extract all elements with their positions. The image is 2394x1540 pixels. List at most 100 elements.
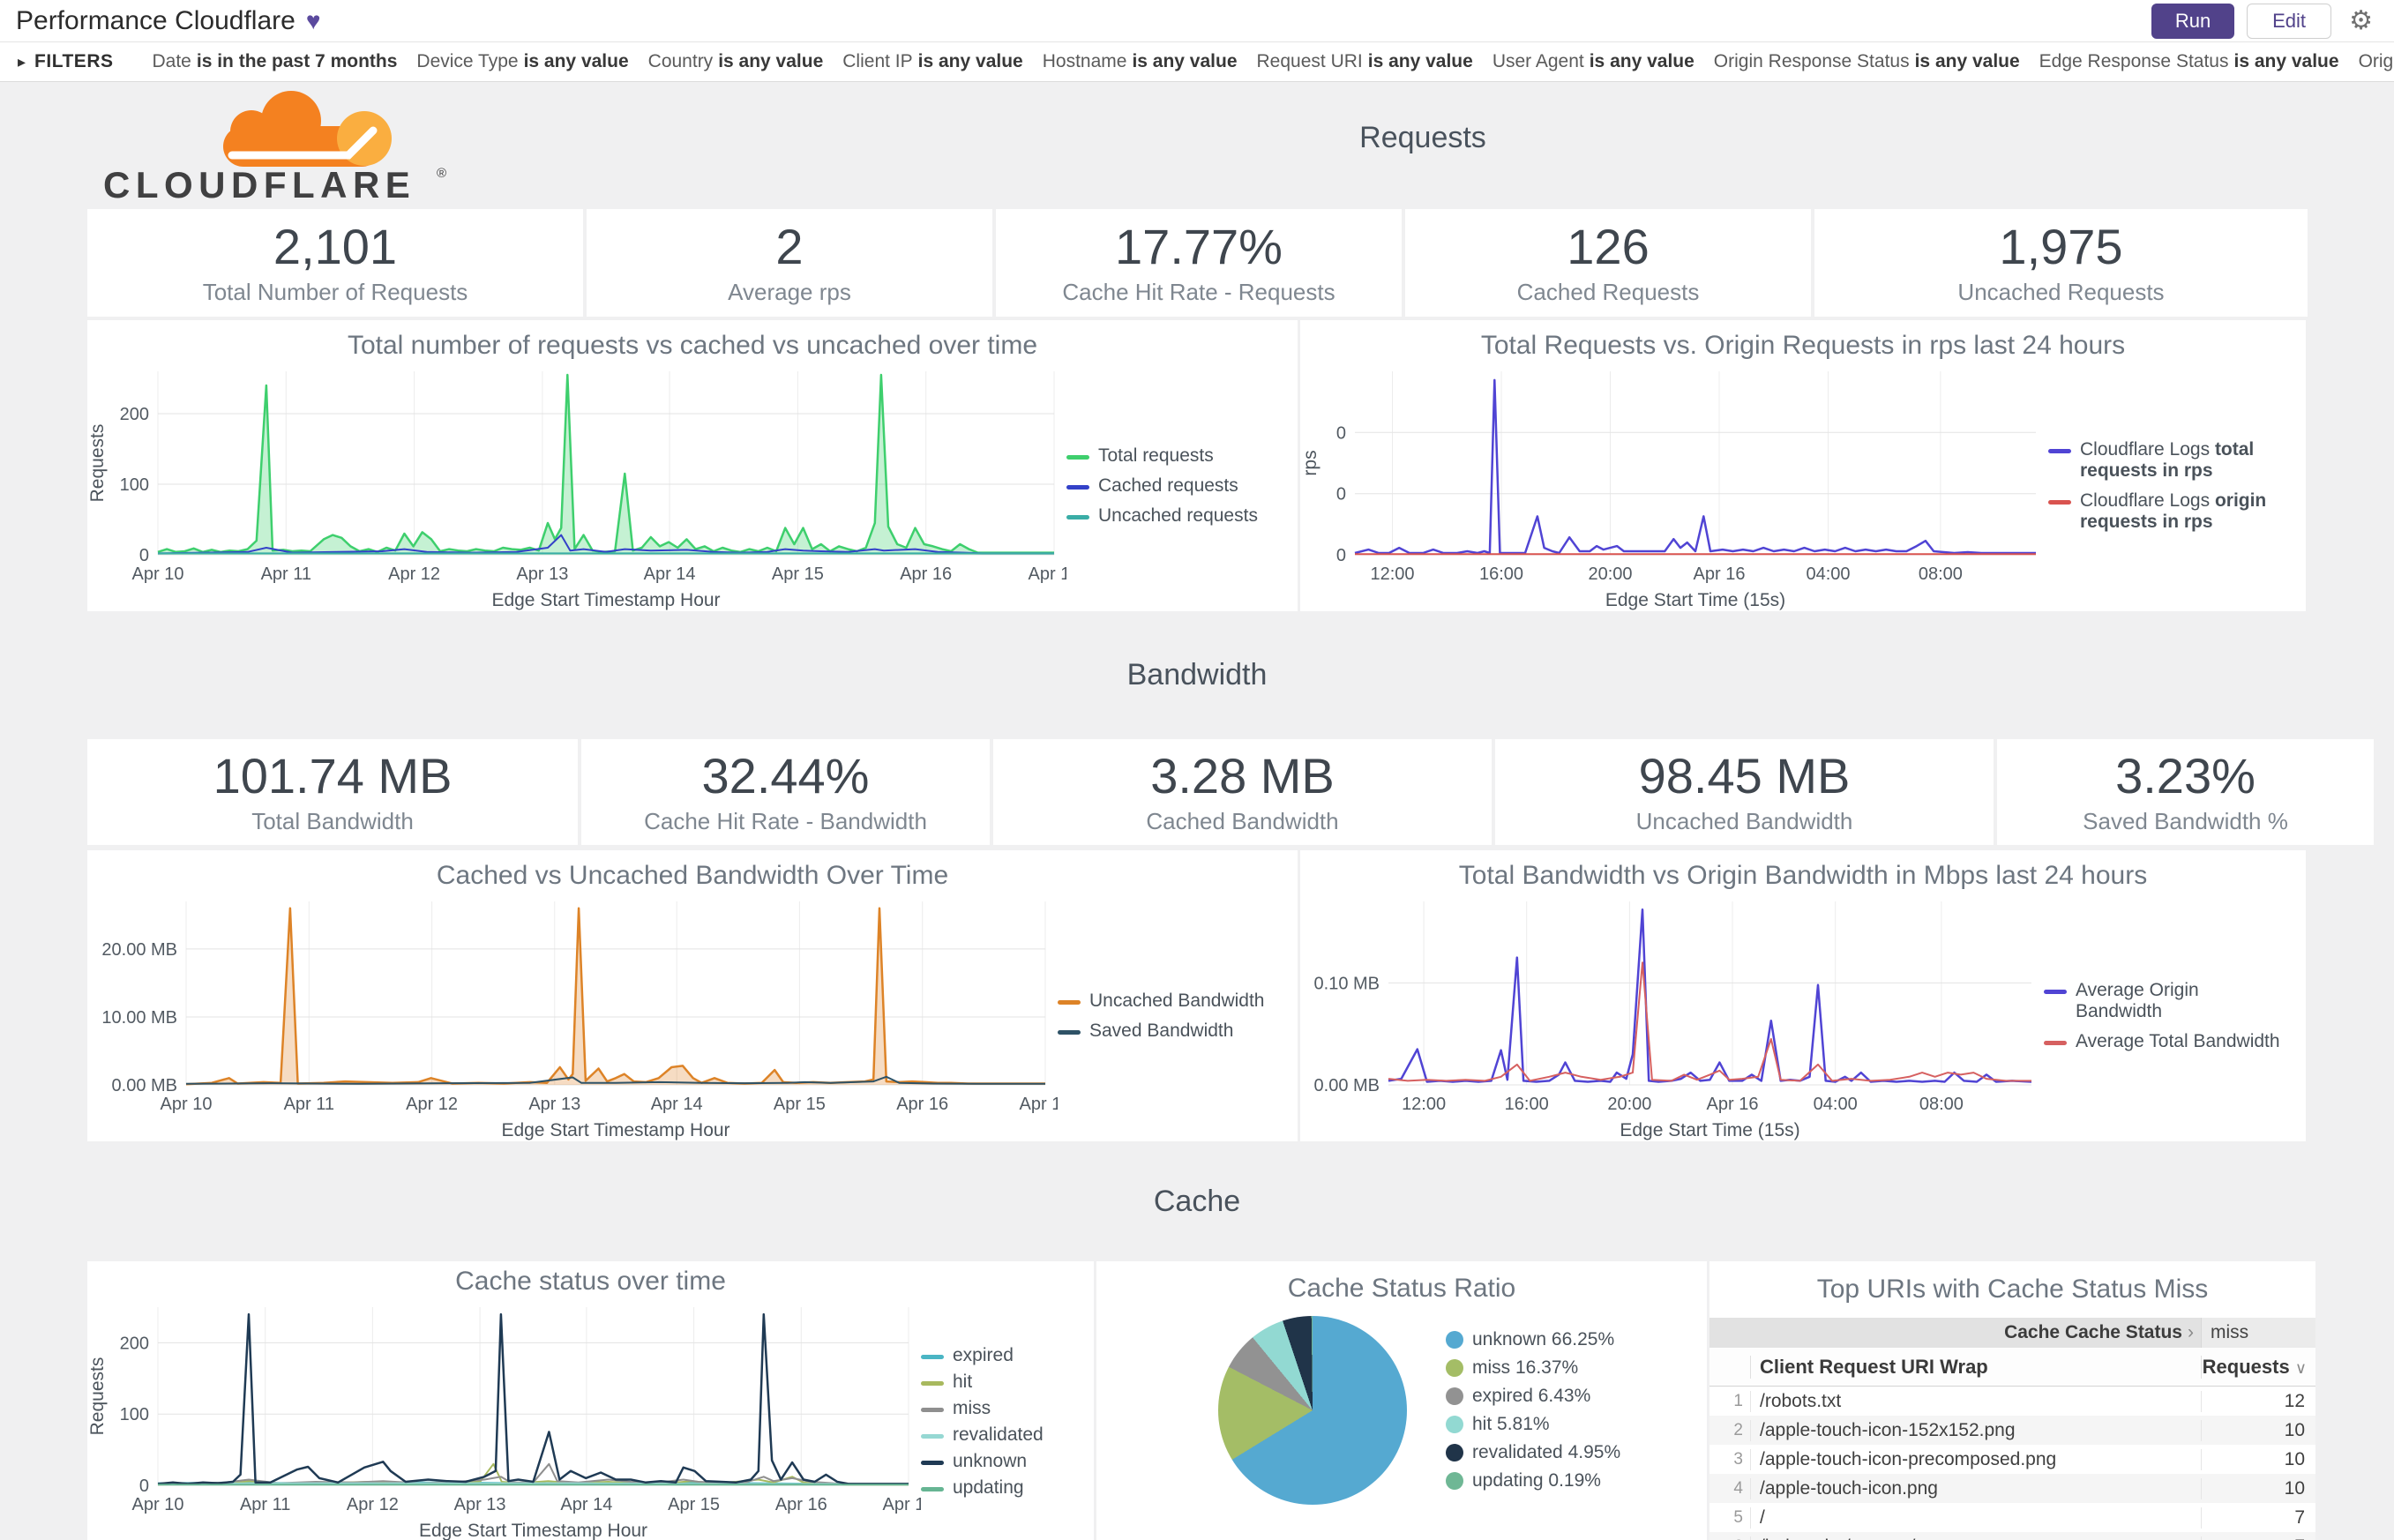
table-row[interactable]: 3/apple-touch-icon-precomposed.png 10 [1709,1445,2315,1474]
pie-legend-item[interactable]: expired 6.43% [1446,1386,1620,1407]
legend-item[interactable]: Cached requests [1066,475,1282,497]
filters-label[interactable]: FILTERS [34,51,114,71]
table-row[interactable]: 1/robots.txt 12 [1709,1387,2315,1416]
svg-text:Apr 16: Apr 16 [1694,564,1746,584]
kpi-tile: 17.77% Cache Hit Rate - Requests [996,209,1402,317]
svg-text:0: 0 [1336,485,1346,505]
chart-legend: Uncached Bandwidth Saved Bandwidth [1058,891,1287,1141]
legend-item[interactable]: unknown [921,1451,1083,1472]
svg-text:Apr 10: Apr 10 [132,1495,184,1514]
kpi-tile: 2,101 Total Number of Requests [87,209,583,317]
legend-swatch [1066,485,1089,490]
svg-text:0: 0 [1336,423,1346,443]
run-button[interactable]: Run [2151,3,2235,39]
table-title: Top URIs with Cache Status Miss [1816,1275,2209,1304]
legend-item[interactable]: miss [921,1398,1083,1419]
legend-swatch [2044,1041,2067,1045]
legend-item[interactable]: Cloudflare Logs origin requests in rps [2048,490,2290,533]
pie-legend-item[interactable]: revalidated 4.95% [1446,1442,1620,1463]
legend-item[interactable]: Uncached requests [1066,505,1282,527]
legend-label: Average Origin Bandwidth [2076,980,2199,1021]
svg-text:Apr 13: Apr 13 [528,1095,580,1114]
svg-text:Apr 17: Apr 17 [883,1495,921,1514]
legend-item[interactable]: Saved Bandwidth [1058,1020,1282,1042]
kpi-value: 101.74 MB [213,747,453,804]
table-row[interactable]: 6/index.php/contact/7 [1709,1532,2315,1540]
svg-text:Edge Start Time (15s): Edge Start Time (15s) [1605,590,1785,610]
edit-button[interactable]: Edit [2247,3,2332,39]
legend-swatch [921,1434,944,1439]
legend-label: Cached requests [1098,475,1238,496]
section-header-cache: Cache [1153,1184,1241,1218]
filter-item-date[interactable]: Date is in the past 7 months [152,51,398,71]
legend-item[interactable]: Average Total Bandwidth [2044,1031,2290,1052]
table-body: 1/robots.txt 12 2/apple-touch-icon-152x152… [1709,1387,2315,1540]
svg-text:0.10 MB: 0.10 MB [1314,974,1380,993]
chart-title: Total number of requests vs cached vs un… [347,331,1038,360]
chart-legend: Total requests Cached requests Uncached re… [1066,361,1287,611]
pivot-label[interactable]: Cache Cache Status › [2004,1322,2194,1342]
table-header-row: Client Request URI Wrap Requests ∨ [1709,1348,2315,1387]
filter-item-hostname[interactable]: Hostname is any value [1042,51,1238,71]
legend-label: Average Total Bandwidth [2076,1031,2280,1051]
kpi-tile: 98.45 MB Uncached Bandwidth [1495,739,1994,845]
legend-item[interactable]: expired [921,1345,1083,1366]
filter-item-request-uri[interactable]: Request URI is any value [1256,51,1473,71]
cache-status-pie[interactable] [1218,1316,1407,1505]
filter-item-device-type[interactable]: Device Type is any value [416,51,629,71]
table-row[interactable]: 4/apple-touch-icon.png 10 [1709,1474,2315,1503]
pie-legend-item[interactable]: hit 5.81% [1446,1414,1620,1435]
sort-desc-icon: ∨ [2294,1358,2307,1377]
kpi-label: Saved Bandwidth % [2083,808,2288,835]
svg-text:Requests: Requests [87,1357,108,1436]
legend-item[interactable]: Cloudflare Logs total requests in rps [2048,439,2290,482]
filter-item-edge-response-status[interactable]: Edge Response Status is any value [2039,51,2339,71]
pie-legend-item[interactable]: updating 0.19% [1446,1470,1620,1491]
top-bar: Performance Cloudflare ♥ Run Edit ⚙ [0,0,2394,42]
pie-legend-item[interactable]: miss 16.37% [1446,1357,1620,1379]
gear-icon[interactable]: ⚙ [2349,6,2373,35]
table-row[interactable]: 5 /7 [1709,1503,2315,1532]
row-uri: / [1750,1506,2201,1529]
legend-item[interactable]: Total requests [1066,445,1282,467]
rps-24h-chart: 12:00 16:00 20:00 Apr 16 04:00 08:00 0 0 0 Edge S… [1300,371,2036,610]
legend-item[interactable]: updating [921,1477,1083,1499]
uri-column-header[interactable]: Client Request URI Wrap [1750,1355,2201,1379]
filter-item-user-agent[interactable]: User Agent is any value [1492,51,1695,71]
svg-text:10.00 MB: 10.00 MB [101,1008,177,1028]
pie-legend-label: hit 5.81% [1472,1414,1550,1434]
filter-item-origin-response-status[interactable]: Origin Response Status is any value [1713,51,2020,71]
svg-text:08:00: 08:00 [1919,564,1963,584]
kpi-label: Total Number of Requests [202,279,468,306]
kpi-label: Average rps [728,279,851,306]
requests-column-header[interactable]: Requests ∨ [2201,1355,2315,1379]
chart-title: Cached vs Uncached Bandwidth Over Time [436,861,949,890]
table-row[interactable]: 2/apple-touch-icon-152x152.png 10 [1709,1416,2315,1445]
legend-item[interactable]: hit [921,1372,1083,1393]
svg-text:Apr 11: Apr 11 [240,1495,290,1514]
legend-item[interactable]: revalidated [921,1424,1083,1446]
chart-title: Total Requests vs. Origin Requests in rp… [1480,331,2126,360]
legend-item[interactable]: Uncached Bandwidth [1058,991,1282,1012]
filter-item-client-ip[interactable]: Client IP is any value [842,51,1023,71]
row-index: 5 [1733,1507,1743,1527]
kpi-tile: 3.23% Saved Bandwidth % [1997,739,2374,845]
svg-text:Apr 12: Apr 12 [388,564,440,584]
pie-legend: unknown 66.25% miss 16.37% expired 6.43% hi… [1446,1329,1620,1491]
legend-label: unknown [953,1451,1028,1471]
pie-legend-label: updating 0.19% [1472,1470,1601,1491]
pie-legend-label: miss 16.37% [1472,1357,1579,1378]
legend-item[interactable]: Average Origin Bandwidth [2044,980,2290,1022]
kpi-label: Uncached Bandwidth [1635,808,1853,835]
pie-legend-item[interactable]: unknown 66.25% [1446,1329,1620,1350]
svg-text:Edge Start Time (15s): Edge Start Time (15s) [1620,1120,1799,1140]
row-requests: 10 [2201,1477,2315,1499]
svg-text:12:00: 12:00 [1370,564,1414,584]
svg-text:Edge Start Timestamp Hour: Edge Start Timestamp Hour [501,1120,729,1140]
filter-item-country[interactable]: Country is any value [647,51,824,71]
row-index: 4 [1733,1478,1743,1498]
legend-swatch [1058,1000,1081,1005]
filters-caret-icon[interactable]: ▸ [18,52,26,71]
kpi-tile: 2 Average rps [587,209,992,317]
